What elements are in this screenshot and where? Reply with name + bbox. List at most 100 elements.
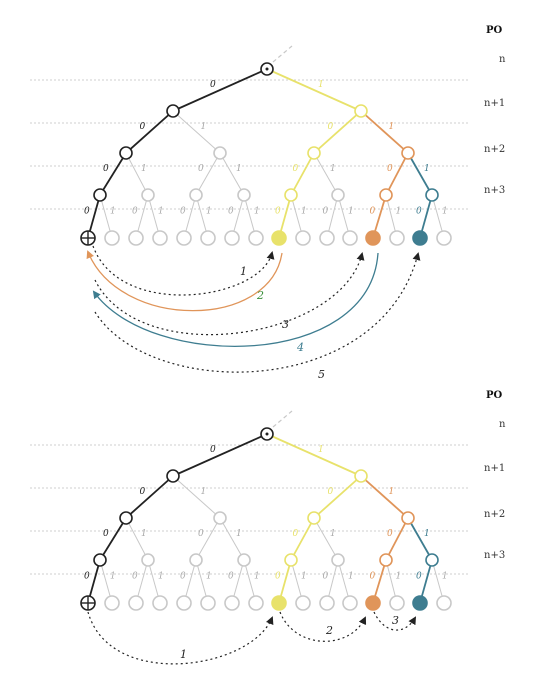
tree-node (176, 230, 192, 246)
tree-edge (313, 517, 339, 561)
tree-node (119, 146, 133, 160)
tree-node (379, 188, 393, 202)
arrow-label-1: 1 (180, 648, 187, 661)
tree-node (436, 230, 452, 246)
tree-node (412, 595, 428, 611)
edge-bit-label: 1 (396, 572, 402, 582)
arrow-3 (94, 252, 365, 336)
tree-node (93, 553, 107, 567)
edge-bit-label: 1 (236, 529, 242, 539)
tree-node (284, 553, 298, 567)
tree-edge (172, 110, 221, 154)
binary-tree: 0 1 0 1 0 1 0 1 0 1 0 1 0 1 0 1 0 1 0 1 0 1 0 1 0 1 0 1 0 1 (30, 410, 470, 611)
tree-edge (385, 517, 409, 561)
edge-bit-label: 0 (180, 572, 186, 582)
tree-node (166, 469, 180, 483)
edge-bit-label: 1 (201, 122, 207, 132)
tree-edge (99, 152, 127, 196)
tree-edge (407, 152, 433, 196)
tree-node (319, 595, 335, 611)
tree-edge (313, 152, 339, 196)
arrow-label-3: 3 (392, 614, 399, 627)
edge-bit-label: 1 (396, 207, 402, 217)
tree-node (176, 595, 192, 611)
edge-bit-label: 0 (140, 487, 146, 497)
tree-node (319, 230, 335, 246)
edge-bit-label: 1 (318, 445, 324, 455)
panel-1: PO n n+1 n+2 n+3 0 10 1 0 10 1 0 1 0 1 0 10 1 0 1 0 1 0 1 0… (30, 25, 506, 381)
level-label-n2: n+2 (484, 144, 505, 155)
edge-bit-label: 0 (416, 572, 422, 582)
tree-node (224, 595, 240, 611)
edge-bit-label: 1 (206, 572, 212, 582)
tree-edge (313, 475, 362, 519)
arrow-4 (92, 252, 379, 347)
binary-tree: 0 1 0 1 0 1 0 1 0 1 0 1 0 1 0 1 0 1 0 1 0 1 0 1 0 1 0 1 0 1 (30, 45, 470, 246)
arrow-label-5: 5 (318, 368, 325, 381)
tree-node (237, 188, 251, 202)
tree-node (152, 595, 168, 611)
tree-node (200, 230, 216, 246)
tree-node (284, 188, 298, 202)
tree-node (295, 595, 311, 611)
edge-bit-label: 0 (387, 164, 393, 174)
tree-edge (125, 517, 149, 561)
tree-node (128, 595, 144, 611)
level-label-n3: n+3 (484, 550, 505, 561)
edge-bit-label: 0 (293, 164, 299, 174)
root-dot (265, 432, 269, 436)
edge-bit-label: 1 (110, 572, 116, 582)
edge-bit-label: 0 (132, 207, 138, 217)
edge-bit-label: 0 (323, 207, 329, 217)
tree-node (389, 595, 405, 611)
edge-bit-label: 1 (141, 164, 147, 174)
tree-node (425, 188, 439, 202)
edge-bit-label: 0 (228, 572, 234, 582)
edge-bit-label: 0 (387, 529, 393, 539)
tree-node (412, 230, 428, 246)
edge-bit-label: 0 (103, 529, 109, 539)
edge-bit-label: 0 (140, 122, 146, 132)
level-label-n3: n+3 (484, 185, 505, 196)
tree-edge (125, 152, 149, 196)
edge-bit-label: 1 (301, 207, 307, 217)
root-dot (265, 67, 269, 71)
tree-node (189, 188, 203, 202)
edge-bit-label: 1 (301, 572, 307, 582)
edge-bit-label: 1 (424, 529, 430, 539)
edge-bit-label: 1 (110, 207, 116, 217)
tree-edge (125, 110, 174, 154)
edge-bit-label: 0 (293, 529, 299, 539)
edge-bit-label: 1 (254, 572, 260, 582)
tree-edge (360, 110, 409, 154)
arrow-3 (373, 611, 417, 631)
tree-edge (360, 475, 409, 519)
edge-bit-label: 0 (416, 207, 422, 217)
tree-node (152, 230, 168, 246)
edge-bit-label: 1 (348, 572, 354, 582)
arrow-label-4: 4 (296, 341, 304, 354)
tree-edge (125, 475, 174, 519)
tree-node (401, 146, 415, 160)
tree-node (237, 553, 251, 567)
edge-bit-label: 0 (370, 207, 376, 217)
arrow-label-2: 2 (256, 289, 264, 302)
tree-node (166, 104, 180, 118)
edge-bit-label: 0 (180, 207, 186, 217)
level-label-n1: n+1 (484, 463, 505, 474)
tree-node (128, 230, 144, 246)
tree-node (248, 595, 264, 611)
arrow-5 (94, 252, 421, 373)
level-label-n: n (499, 419, 506, 430)
tree-node (213, 146, 227, 160)
tree-edge (195, 152, 221, 196)
edge-bit-label: 0 (84, 572, 90, 582)
tree-node (307, 146, 321, 160)
tree-node (104, 230, 120, 246)
edge-bit-label: 1 (158, 207, 164, 217)
edge-bit-label: 1 (330, 164, 336, 174)
edge-bit-label: 1 (389, 487, 395, 497)
edge-bit-label: 0 (103, 164, 109, 174)
